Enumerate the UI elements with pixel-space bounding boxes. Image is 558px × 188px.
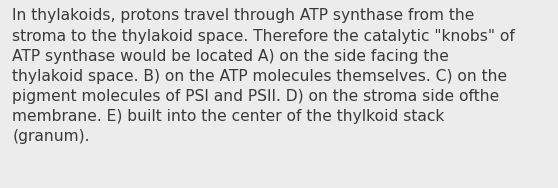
Text: In thylakoids, protons travel through ATP synthase from the
stroma to the thylak: In thylakoids, protons travel through AT… xyxy=(12,8,515,144)
